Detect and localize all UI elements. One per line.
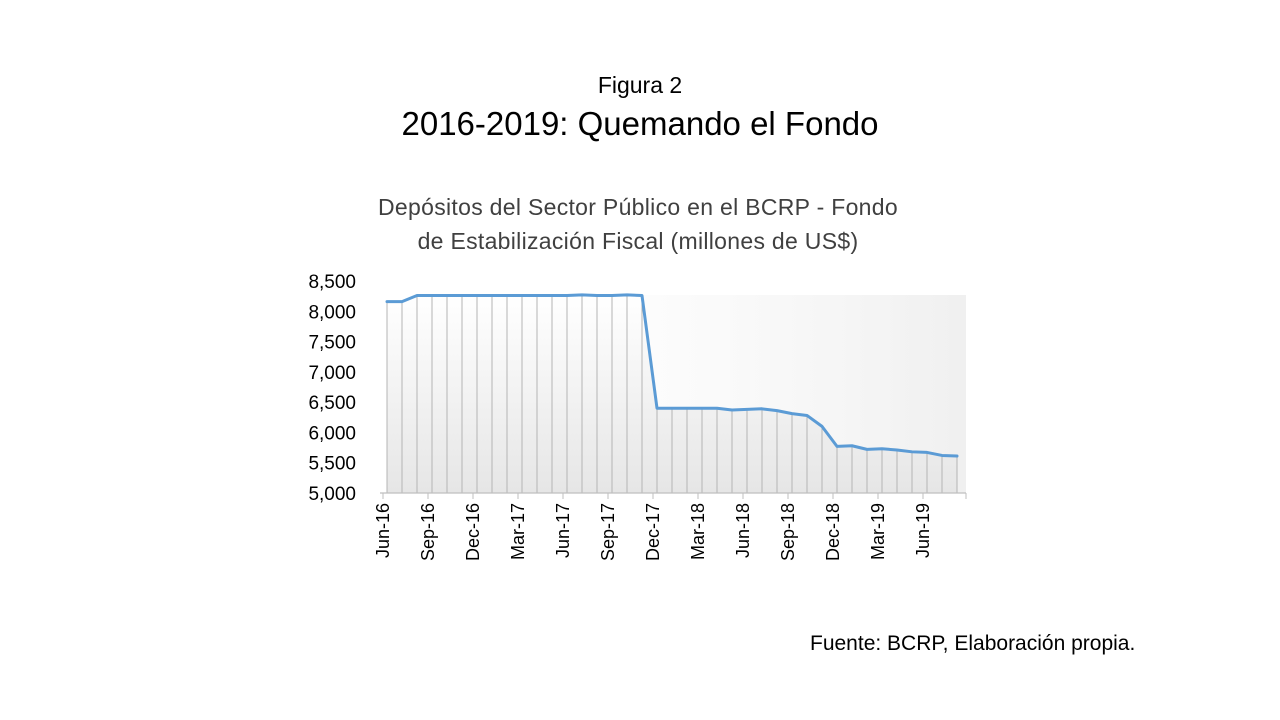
y-tick-label: 8,500	[308, 272, 356, 293]
y-tick-label: 5,000	[308, 484, 356, 505]
y-tick-label: 6,500	[308, 393, 356, 414]
figure-label: Figura 2	[597, 72, 683, 98]
chart-title: Depósitos del Sector Público en el BCRP …	[338, 190, 938, 258]
x-tick-label: Mar-17	[508, 503, 528, 560]
x-tick-label: Sep-18	[778, 503, 798, 561]
x-tick-label: Jun-18	[733, 503, 753, 558]
x-tick-label: Jun-19	[913, 503, 933, 558]
area-fill	[387, 294, 957, 493]
x-tick-label: Dec-17	[643, 503, 663, 561]
series-line-path	[385, 293, 959, 458]
x-tick-label: Mar-19	[868, 503, 888, 560]
series-line	[385, 293, 959, 458]
source-note: Fuente: BCRP, Elaboración propia.	[810, 632, 1136, 655]
y-tick-label: 5,500	[308, 454, 356, 475]
x-axis-labels: Jun-16 Sep-16 Dec-16 Mar-17 Jun-17 Sep-17 Dec-…	[373, 503, 933, 561]
chart-title-line-1: Depósitos del Sector Público en el BCRP …	[378, 194, 898, 220]
axes	[380, 492, 967, 499]
y-axis-labels: 5,000 5,500 6,000 6,500 7,000 7,500 8,000 8,500	[308, 272, 356, 505]
y-tick-label: 6,000	[308, 423, 356, 444]
x-tick-label: Dec-16	[463, 503, 483, 561]
x-tick-label: Mar-18	[688, 503, 708, 560]
y-tick-label: 7,000	[308, 363, 356, 384]
x-tick-label: Dec-18	[823, 503, 843, 561]
chart-title-line-2: de Estabilización Fiscal (millones de US…	[417, 228, 859, 254]
y-tick-label: 8,000	[308, 302, 356, 323]
y-tick-label: 7,500	[308, 333, 356, 354]
x-tick-label: Sep-16	[418, 503, 438, 561]
slide-title: 2016-2019: Quemando el Fondo	[401, 105, 879, 142]
x-tick-label: Sep-17	[598, 503, 618, 561]
x-tick-label: Jun-16	[373, 503, 393, 558]
drop-lines	[386, 294, 958, 493]
area-path	[387, 294, 957, 493]
x-tick-label: Jun-17	[553, 503, 573, 558]
